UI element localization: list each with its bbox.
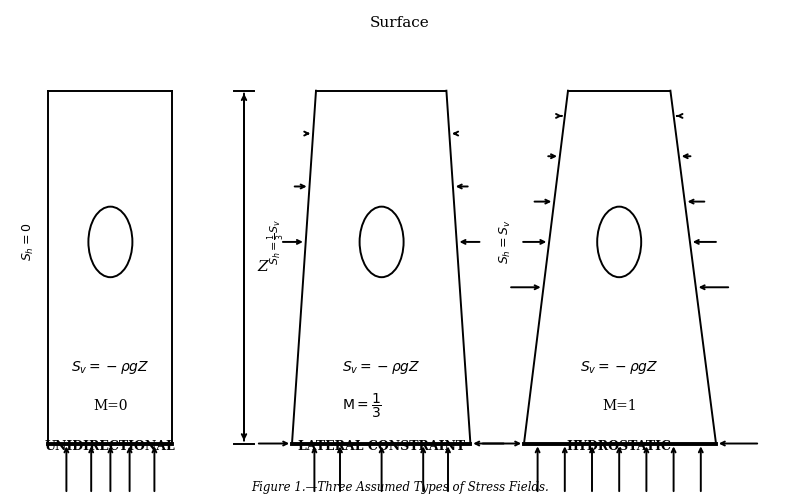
Text: $S_h=\frac{1}{3}S_v$: $S_h=\frac{1}{3}S_v$ — [266, 219, 286, 265]
Text: $S_v=-\rho gZ$: $S_v=-\rho gZ$ — [580, 359, 658, 376]
Text: $\mathrm{M}{=}\dfrac{1}{3}$: $\mathrm{M}{=}\dfrac{1}{3}$ — [342, 392, 382, 420]
Text: HYDROSTATIC: HYDROSTATIC — [566, 439, 672, 453]
Text: Z: Z — [258, 260, 268, 274]
Text: LATERAL CONSTRAINT: LATERAL CONSTRAINT — [298, 439, 465, 453]
Text: $S_v=-\rho gZ$: $S_v=-\rho gZ$ — [71, 359, 150, 376]
Text: Surface: Surface — [370, 16, 430, 30]
Text: $S_h=0$: $S_h=0$ — [21, 223, 35, 261]
Text: $S_h=S_v$: $S_h=S_v$ — [498, 220, 513, 264]
Text: M=0: M=0 — [93, 399, 128, 413]
Text: UNIDIRECTIONAL: UNIDIRECTIONAL — [45, 439, 176, 453]
Text: $S_v=-\rho gZ$: $S_v=-\rho gZ$ — [342, 359, 421, 376]
Text: Figure 1.—Three Assumed Types of Stress Fields.: Figure 1.—Three Assumed Types of Stress … — [251, 481, 549, 494]
Text: M=1: M=1 — [602, 399, 637, 413]
